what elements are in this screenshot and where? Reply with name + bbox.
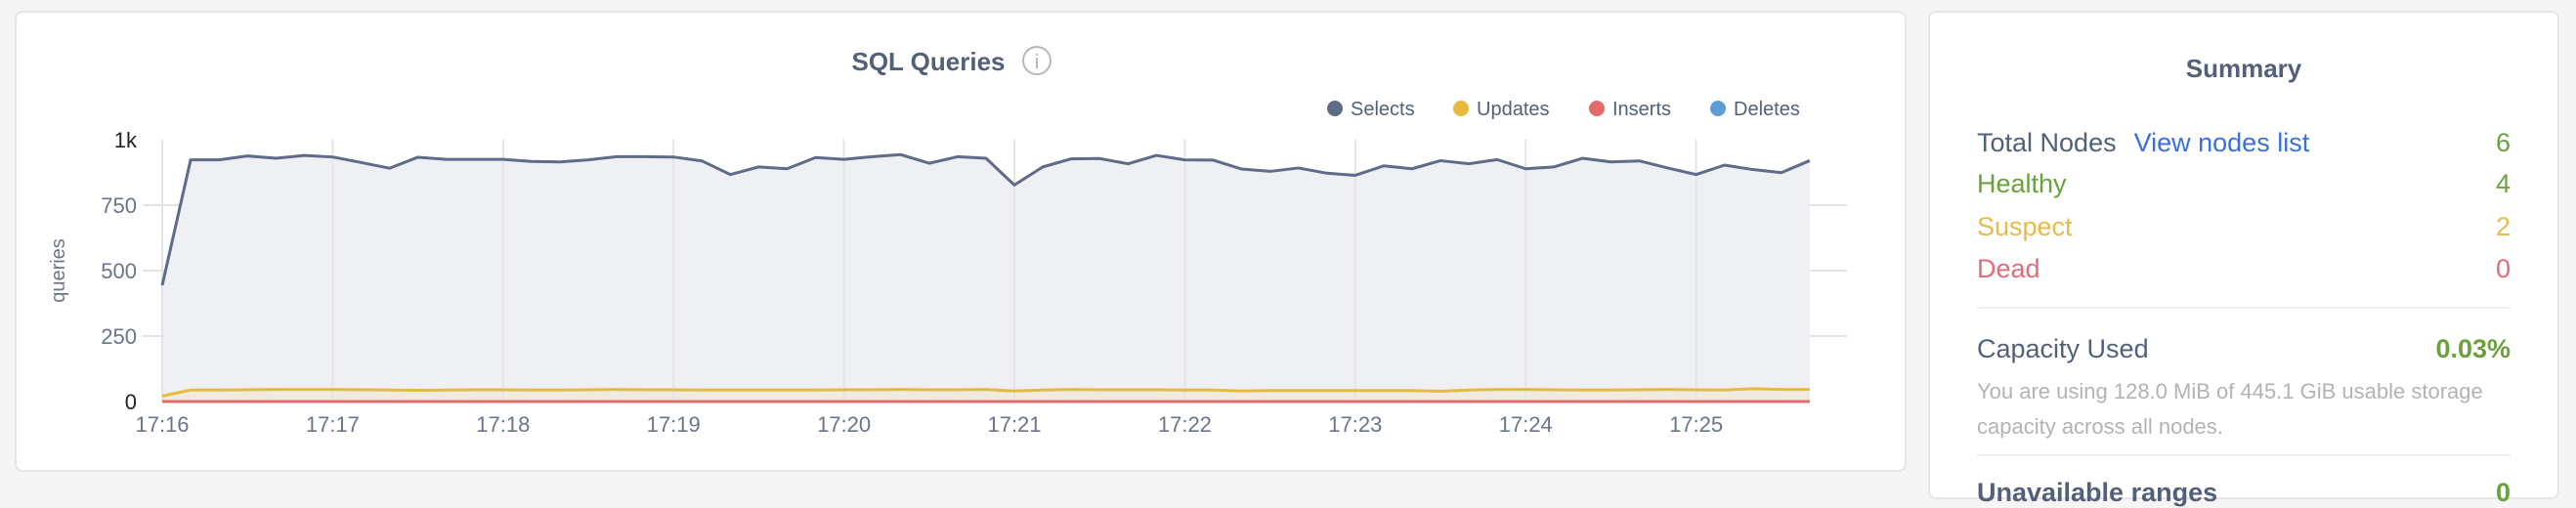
summary-card: Summary Total Nodes View nodes list 6 Hea… bbox=[1928, 11, 2559, 507]
x-tick-label: 17:16 bbox=[135, 412, 189, 437]
capacity-label: Capacity Used bbox=[1977, 334, 2149, 363]
sql-queries-chart: SQL Queries i Selects Updates Inserts Deletes… bbox=[48, 46, 1847, 437]
y-tick-label: 0 bbox=[125, 390, 137, 414]
capacity-description: You are using 128.0 MiB of 445.1 GiB usa… bbox=[1977, 379, 2483, 439]
y-tick-label: 250 bbox=[101, 324, 137, 349]
capacity-row: Capacity Used 0.03% bbox=[1977, 334, 2511, 364]
legend-dot-updates bbox=[1453, 101, 1469, 116]
suspect-value: 2 bbox=[2495, 212, 2511, 241]
healthy-label: Healthy bbox=[1977, 169, 2067, 198]
divider bbox=[1977, 454, 2511, 456]
x-tick-label: 17:20 bbox=[817, 412, 871, 437]
healthy-row: Healthy 4 bbox=[1977, 169, 2511, 199]
y-tick-label: 750 bbox=[101, 193, 137, 218]
dead-label: Dead bbox=[1977, 254, 2040, 283]
unavailable-row: Unavailable ranges 0 bbox=[1977, 478, 2511, 508]
legend-dot-inserts bbox=[1589, 101, 1605, 116]
x-tick-label: 17:23 bbox=[1328, 412, 1382, 437]
capacity-value: 0.03% bbox=[2435, 334, 2511, 363]
info-circle-icon[interactable] bbox=[1022, 46, 1052, 75]
legend-label-inserts: Inserts bbox=[1612, 99, 1671, 120]
dead-row: Dead 0 bbox=[1977, 254, 2511, 284]
x-tick-label: 17:24 bbox=[1499, 412, 1553, 437]
dead-value: 0 bbox=[2495, 254, 2511, 283]
divider bbox=[1977, 307, 2511, 309]
view-nodes-list-link[interactable]: View nodes list bbox=[2133, 128, 2310, 157]
legend-label-updates: Updates bbox=[1477, 99, 1550, 120]
info-icon-glyph: i bbox=[1035, 52, 1039, 73]
healthy-value: 4 bbox=[2495, 169, 2511, 198]
total-nodes-row: Total Nodes View nodes list 6 bbox=[1977, 128, 2511, 158]
x-tick-label: 17:25 bbox=[1669, 412, 1723, 437]
suspect-label: Suspect bbox=[1977, 212, 2073, 241]
suspect-row: Suspect 2 bbox=[1977, 212, 2511, 242]
legend-dot-deletes bbox=[1710, 101, 1726, 116]
legend-dot-selects bbox=[1327, 101, 1343, 116]
legend-label-selects: Selects bbox=[1351, 99, 1415, 120]
chart-title: SQL Queries bbox=[851, 47, 1005, 76]
x-tick-label: 17:22 bbox=[1158, 412, 1212, 437]
y-axis-label: queries bbox=[48, 238, 69, 303]
area-selects bbox=[162, 154, 1810, 402]
line-updates bbox=[161, 387, 1810, 398]
x-tick-label: 17:18 bbox=[476, 412, 530, 437]
x-tick-label: 17:19 bbox=[647, 412, 701, 437]
y-tick-label: 1k bbox=[114, 128, 138, 152]
x-tick-label: 17:17 bbox=[306, 412, 360, 437]
x-tick-label: 17:21 bbox=[987, 412, 1041, 437]
unavailable-value: 0 bbox=[2495, 478, 2511, 507]
y-tick-label: 500 bbox=[101, 259, 137, 283]
legend-label-deletes: Deletes bbox=[1734, 99, 1800, 120]
unavailable-label: Unavailable ranges bbox=[1977, 478, 2218, 507]
line-selects bbox=[160, 152, 1811, 286]
summary-title: Summary bbox=[2185, 54, 2302, 83]
total-nodes-label: Total Nodes bbox=[1977, 128, 2117, 157]
total-nodes-value: 6 bbox=[2495, 128, 2511, 157]
